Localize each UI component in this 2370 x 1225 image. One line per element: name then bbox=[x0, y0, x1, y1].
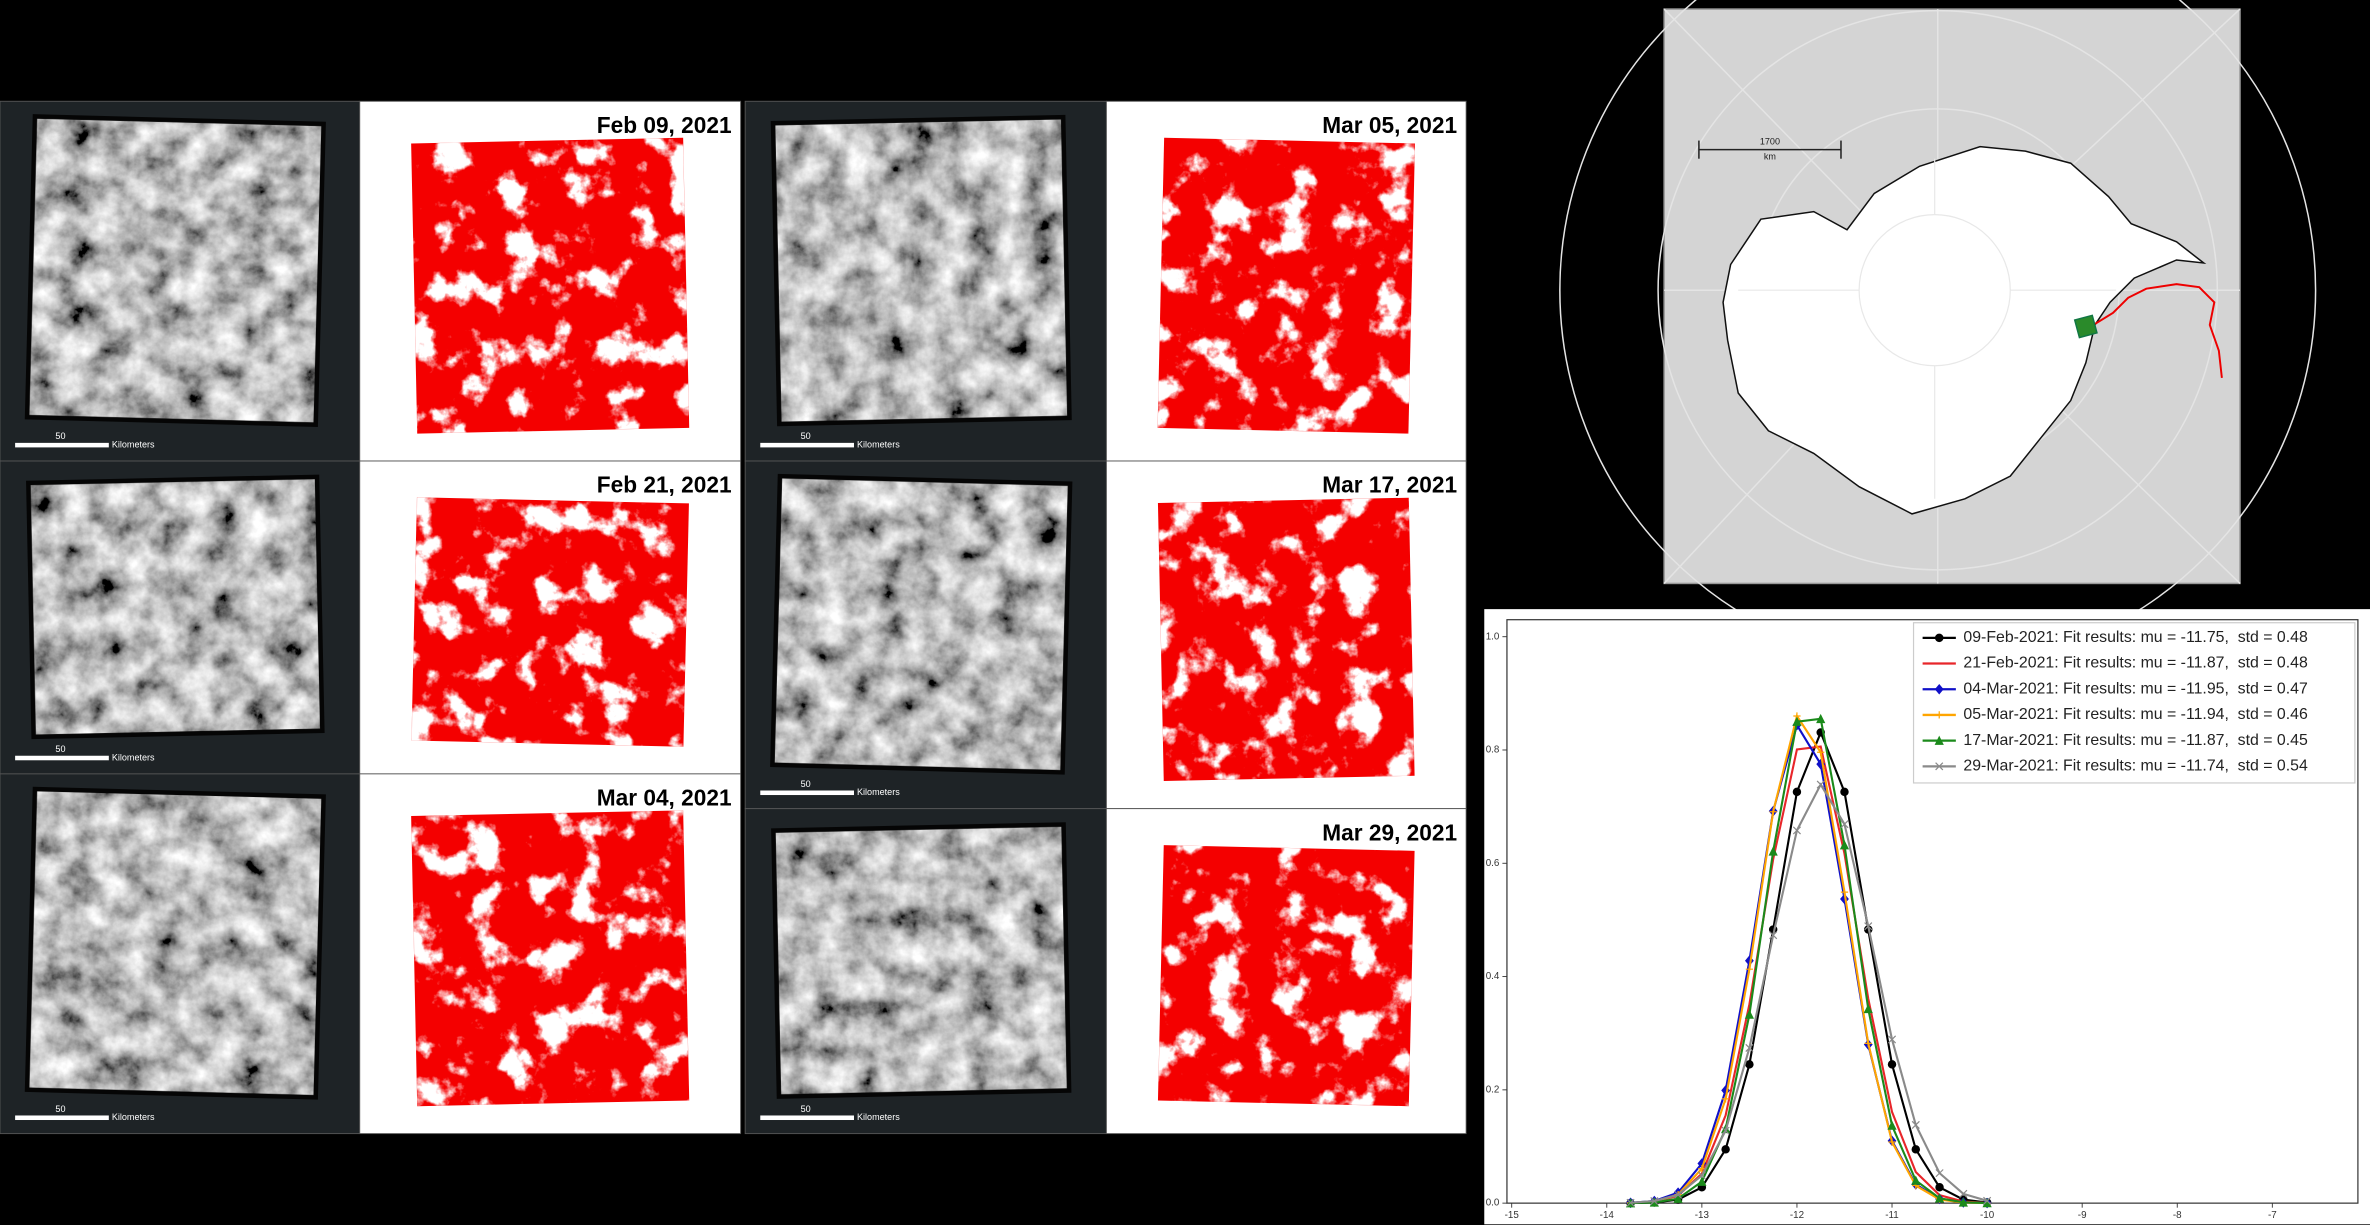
legend-label: 09-Feb-2021: Fit results: mu = -11.75, s… bbox=[1963, 629, 2308, 646]
scale-unit: Kilometers bbox=[112, 1112, 155, 1122]
panel-date: Mar 04, 2021 bbox=[597, 785, 732, 811]
legend-label: 21-Feb-2021: Fit results: mu = -11.87, s… bbox=[1963, 655, 2308, 672]
scale-unit: Kilometers bbox=[112, 752, 155, 762]
chart: -15 -14 -13 -12 -11 -10 -9 -8 -7 0.0 0.2 0.4 0.6 0.8 1… bbox=[1484, 609, 2370, 1224]
series-marker bbox=[1793, 788, 1800, 795]
classified-texture bbox=[411, 810, 689, 1106]
scale-value: 50 bbox=[801, 431, 811, 441]
series-marker bbox=[1912, 1146, 1919, 1153]
x-tick-label: -15 bbox=[1505, 1210, 1520, 1221]
scale-value: 50 bbox=[55, 431, 65, 441]
sar-image bbox=[775, 119, 1067, 421]
series-marker bbox=[1936, 1184, 1943, 1191]
panel-date: Mar 05, 2021 bbox=[1322, 112, 1457, 138]
scale-unit: Kilometers bbox=[857, 1112, 900, 1122]
legend-label: 29-Mar-2021: Fit results: mu = -11.74, s… bbox=[1963, 758, 2308, 775]
y-tick-label: 0.8 bbox=[1486, 745, 1500, 756]
scale-bar bbox=[15, 443, 109, 448]
sar-image bbox=[29, 119, 321, 423]
series-marker bbox=[1888, 1061, 1895, 1068]
scale-bar bbox=[760, 791, 854, 796]
scale-bar bbox=[15, 756, 109, 761]
y-tick-label: 0.6 bbox=[1486, 858, 1500, 869]
legend-label: 04-Mar-2021: Fit results: mu = -11.95, s… bbox=[1963, 680, 2308, 697]
x-tick-label: -11 bbox=[1885, 1210, 1898, 1221]
map-scale-value: 1700 bbox=[1760, 136, 1780, 146]
x-tick-label: -9 bbox=[2078, 1210, 2087, 1221]
scale-value: 50 bbox=[801, 1104, 811, 1114]
legend-label: 17-Mar-2021: Fit results: mu = -11.87, s… bbox=[1963, 732, 2308, 749]
y-tick-label: 0.4 bbox=[1486, 971, 1500, 982]
y-tick-label: 1.0 bbox=[1486, 631, 1500, 642]
x-tick-label: -12 bbox=[1790, 1210, 1804, 1221]
page: 1700 km -15 -14 -13 -12 -11 -10 -9 -8 -7 0.0 0.2 0.… bbox=[0, 0, 2370, 1225]
x-tick-label: -14 bbox=[1600, 1210, 1615, 1221]
x-tick-label: -13 bbox=[1695, 1210, 1710, 1221]
classified-texture bbox=[411, 497, 689, 746]
scale-value: 50 bbox=[55, 744, 65, 754]
scale-bar bbox=[760, 443, 854, 448]
legend-marker bbox=[1936, 634, 1943, 641]
series-marker bbox=[1841, 788, 1848, 795]
panel-date: Feb 09, 2021 bbox=[597, 112, 732, 138]
scale-bar bbox=[15, 1115, 109, 1120]
scale-value: 50 bbox=[55, 1104, 65, 1114]
panel-date: Mar 17, 2021 bbox=[1322, 472, 1457, 498]
image-grid: 50 Kilometers Feb 09, 2021 50 Kilometers Feb … bbox=[0, 101, 1466, 1133]
scale-unit: Kilometers bbox=[857, 787, 900, 797]
series-marker bbox=[1746, 1061, 1753, 1068]
y-tick-label: 0.2 bbox=[1486, 1084, 1500, 1095]
classified-texture bbox=[411, 138, 689, 434]
x-tick-label: -10 bbox=[1980, 1210, 1995, 1221]
map-panel: 1700 km bbox=[1560, 0, 2316, 668]
x-tick-label: -8 bbox=[2173, 1210, 2182, 1221]
scale-value: 50 bbox=[801, 779, 811, 789]
classified-texture bbox=[1158, 498, 1415, 781]
scale-unit: Kilometers bbox=[112, 440, 155, 450]
classified-texture bbox=[1158, 138, 1415, 434]
scale-unit: Kilometers bbox=[857, 440, 900, 450]
study-area bbox=[2075, 315, 2097, 337]
panel-date: Mar 29, 2021 bbox=[1322, 819, 1457, 845]
legend-label: 05-Mar-2021: Fit results: mu = -11.94, s… bbox=[1963, 706, 2308, 723]
sar-image bbox=[29, 791, 321, 1095]
classified-texture bbox=[1158, 845, 1415, 1106]
map-scale-unit: km bbox=[1764, 152, 1776, 162]
scale-bar bbox=[760, 1115, 854, 1120]
panel-date: Feb 21, 2021 bbox=[597, 472, 732, 498]
sar-image bbox=[31, 479, 320, 734]
sar-image bbox=[776, 827, 1067, 1094]
sar-image bbox=[775, 478, 1068, 770]
x-tick-label: -7 bbox=[2268, 1210, 2277, 1221]
y-tick-label: 0.0 bbox=[1486, 1198, 1500, 1209]
series-marker bbox=[1722, 1146, 1729, 1153]
